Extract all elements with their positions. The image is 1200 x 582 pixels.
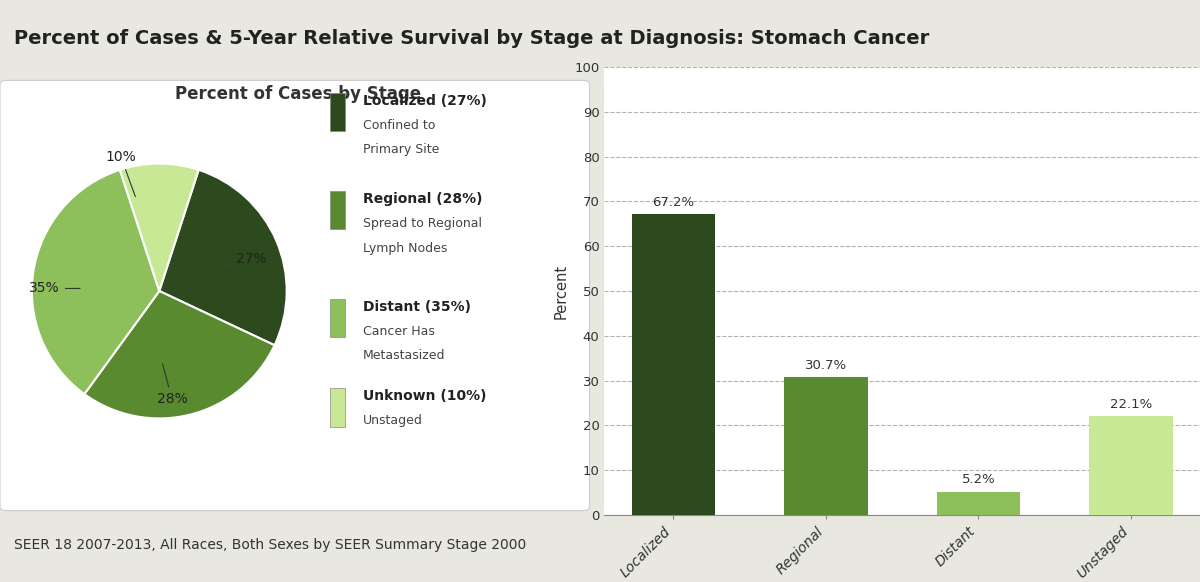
FancyBboxPatch shape [0, 80, 589, 510]
Text: 10%: 10% [106, 150, 137, 197]
Text: 67.2%: 67.2% [653, 196, 695, 208]
Text: Unstaged: Unstaged [362, 414, 422, 427]
Bar [330, 388, 344, 427]
Bar [330, 299, 344, 337]
Text: 28%: 28% [157, 364, 187, 406]
Text: 27%: 27% [226, 252, 266, 273]
Y-axis label: Percent: Percent [553, 264, 569, 318]
Bar [784, 378, 868, 515]
Text: Spread to Regional: Spread to Regional [362, 217, 482, 230]
Text: Confined to: Confined to [362, 119, 436, 132]
FancyBboxPatch shape [605, 80, 1194, 510]
Bar [631, 214, 715, 515]
Text: 30.7%: 30.7% [805, 359, 847, 372]
Text: Cancer Has: Cancer Has [362, 325, 434, 338]
Text: Localized (27%): Localized (27%) [362, 94, 487, 108]
Text: 35%: 35% [29, 282, 80, 296]
Text: Distant (35%): Distant (35%) [362, 300, 470, 314]
Bar [936, 492, 1020, 515]
Text: Unknown (10%): Unknown (10%) [362, 389, 486, 403]
Bar [1090, 416, 1172, 515]
Text: 5-Year Relative Survival: 5-Year Relative Survival [792, 85, 1013, 103]
Text: 5.2%: 5.2% [961, 473, 995, 487]
Text: Percent of Cases by Stage: Percent of Cases by Stage [175, 85, 421, 103]
Wedge shape [120, 164, 199, 291]
Bar [330, 191, 344, 229]
Text: Lymph Nodes: Lymph Nodes [362, 242, 448, 255]
Text: 22.1%: 22.1% [1110, 398, 1152, 411]
Wedge shape [160, 170, 287, 345]
Text: Metastasized: Metastasized [362, 349, 445, 363]
Text: SEER 18 2007-2013, All Races, Both Sexes by SEER Summary Stage 2000: SEER 18 2007-2013, All Races, Both Sexes… [14, 538, 527, 552]
Text: Primary Site: Primary Site [362, 143, 439, 157]
Wedge shape [84, 291, 275, 418]
Text: Regional (28%): Regional (28%) [362, 192, 482, 206]
Wedge shape [32, 170, 160, 394]
Text: Percent of Cases & 5-Year Relative Survival by Stage at Diagnosis: Stomach Cance: Percent of Cases & 5-Year Relative Survi… [14, 29, 930, 48]
Bar [330, 93, 344, 131]
